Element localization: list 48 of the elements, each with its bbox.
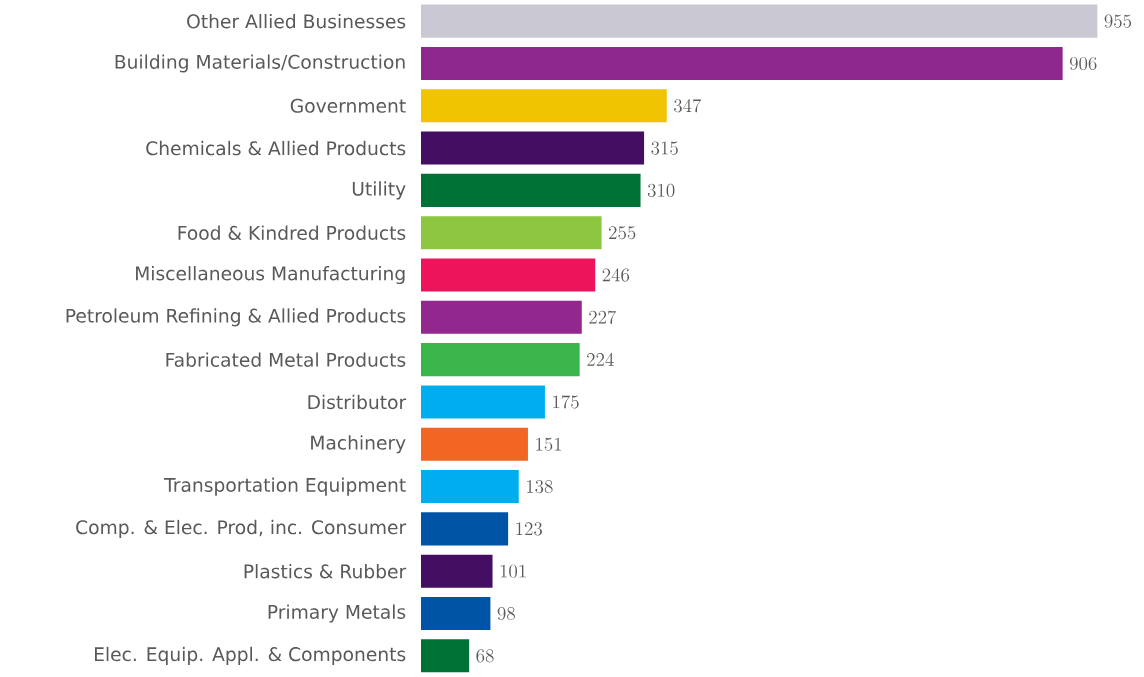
bar bbox=[421, 89, 667, 123]
bar bbox=[421, 639, 470, 673]
y-tick-label: Government bbox=[290, 98, 406, 113]
bar bbox=[421, 4, 1098, 38]
bar bbox=[421, 258, 596, 292]
y-tick-label: Machinery bbox=[311, 435, 406, 454]
data-label: 347 bbox=[674, 98, 702, 113]
data-label: 101 bbox=[500, 564, 526, 578]
y-tick-label: Transportation Equipment bbox=[164, 477, 406, 496]
bar bbox=[421, 596, 491, 631]
y-tick-label: Distributor bbox=[308, 394, 407, 410]
data-label: 123 bbox=[516, 522, 542, 536]
y-tick-label: Utility bbox=[352, 181, 406, 200]
y-tick-label: Other Allied Businesses bbox=[187, 13, 406, 29]
bar bbox=[421, 554, 493, 588]
y-tick-label: Petroleum Refining & Allied Products bbox=[66, 308, 406, 327]
data-label: 98 bbox=[497, 606, 515, 621]
data-label: 224 bbox=[587, 352, 614, 366]
bar bbox=[421, 173, 641, 207]
bar bbox=[421, 512, 509, 546]
y-tick-label: Building Materials/Construction bbox=[115, 54, 405, 73]
y-tick-label: Plastics & Rubber bbox=[244, 563, 407, 579]
data-label: 175 bbox=[553, 395, 579, 409]
y-tick-label: Elec. Equip. Appl. & Components bbox=[94, 646, 406, 665]
data-label: 955 bbox=[1104, 14, 1132, 28]
bar bbox=[421, 216, 602, 250]
y-tick-label: Primary Metals bbox=[268, 604, 406, 623]
data-label: 151 bbox=[536, 437, 562, 451]
data-label: 255 bbox=[609, 226, 636, 240]
y-tick-label: Fabricated Metal Products bbox=[166, 352, 406, 367]
data-label: 138 bbox=[526, 480, 553, 494]
bar bbox=[421, 131, 645, 165]
bar bbox=[421, 343, 580, 377]
bar bbox=[421, 427, 528, 461]
y-tick-label: Chemicals & Allied Products bbox=[146, 140, 406, 156]
bar bbox=[421, 300, 582, 334]
data-label: 227 bbox=[589, 310, 617, 324]
bar bbox=[421, 470, 519, 504]
data-label: 310 bbox=[647, 183, 675, 197]
data-label: 68 bbox=[476, 649, 494, 663]
y-tick-label: Food & Kindred Products bbox=[178, 225, 406, 240]
data-label: 315 bbox=[651, 141, 678, 155]
data-label: 906 bbox=[1069, 56, 1097, 71]
bar bbox=[421, 385, 545, 419]
bar bbox=[421, 46, 1063, 80]
y-tick-label: Miscellaneous Manufacturing bbox=[136, 266, 405, 285]
y-tick-label: Comp. & Elec. Prod, inc. Consumer bbox=[76, 519, 407, 538]
data-label: 246 bbox=[602, 268, 630, 282]
